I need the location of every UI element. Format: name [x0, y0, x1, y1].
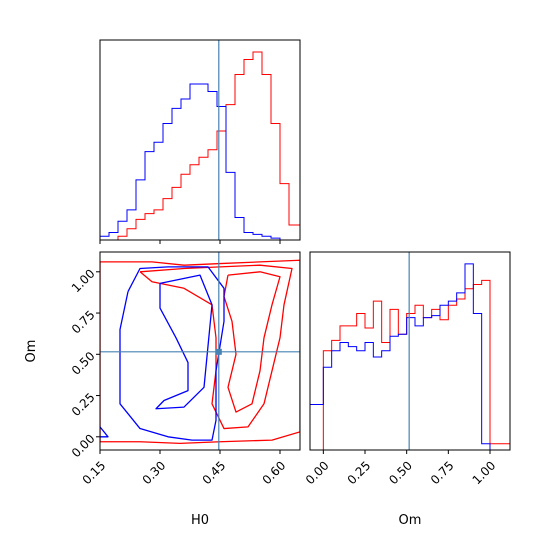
contour-blue-4	[119, 266, 225, 441]
Om-histogram-panel: 0.00 0.25 0.50 0.75 1.00 Om	[303, 251, 511, 528]
x-tick-label: 1.00	[470, 458, 499, 487]
histogram-blue-series	[310, 263, 510, 450]
x-tick-label: 0.15	[80, 458, 109, 487]
contour-red-0	[100, 259, 300, 445]
H0-histogram-panel	[99, 39, 301, 244]
histogram-blue-series	[100, 83, 300, 240]
histogram-red-series	[310, 279, 510, 450]
x-tick-label: 0.25	[345, 458, 374, 487]
y-axis-label: Om	[24, 340, 39, 363]
H0-histogram-frame	[99, 39, 301, 241]
truth-marker	[215, 348, 222, 355]
H0-Om-contour-panel: 0.00 0.25 0.50 0.75 1.00 Om 0.15 0.30 0.45 0.60 H0	[24, 251, 301, 528]
y-tick-label: 0.00	[69, 431, 98, 460]
contour-blue-5	[155, 274, 213, 410]
x-axis-label: Om	[399, 513, 422, 528]
Om-histogram-frame	[309, 251, 511, 451]
x-tick-label: 0.75	[428, 458, 457, 487]
y-tick-label: 0.75	[69, 308, 98, 337]
y-tick-label: 0.25	[69, 390, 98, 419]
contour-red-2	[223, 271, 281, 413]
y-tick-label: 0.50	[69, 349, 98, 378]
H0-Om-contour-frame	[99, 251, 301, 451]
H0-histogram-plot-area	[100, 40, 300, 240]
H0-Om-contour-plot-area	[100, 252, 300, 450]
x-axis-label: H0	[191, 513, 209, 528]
y-tick-label: 1.00	[69, 266, 98, 295]
x-tick-label: 0.00	[303, 458, 332, 487]
contour-blue-3	[100, 426, 109, 438]
Om-histogram-plot-area	[310, 252, 510, 450]
x-tick-label: 0.45	[200, 458, 229, 487]
contour-red-1	[139, 264, 293, 430]
x-tick-label: 0.50	[386, 458, 415, 487]
x-tick-label: 0.30	[140, 458, 169, 487]
x-tick-label: 0.60	[260, 458, 289, 487]
histogram-red-series	[100, 51, 300, 240]
